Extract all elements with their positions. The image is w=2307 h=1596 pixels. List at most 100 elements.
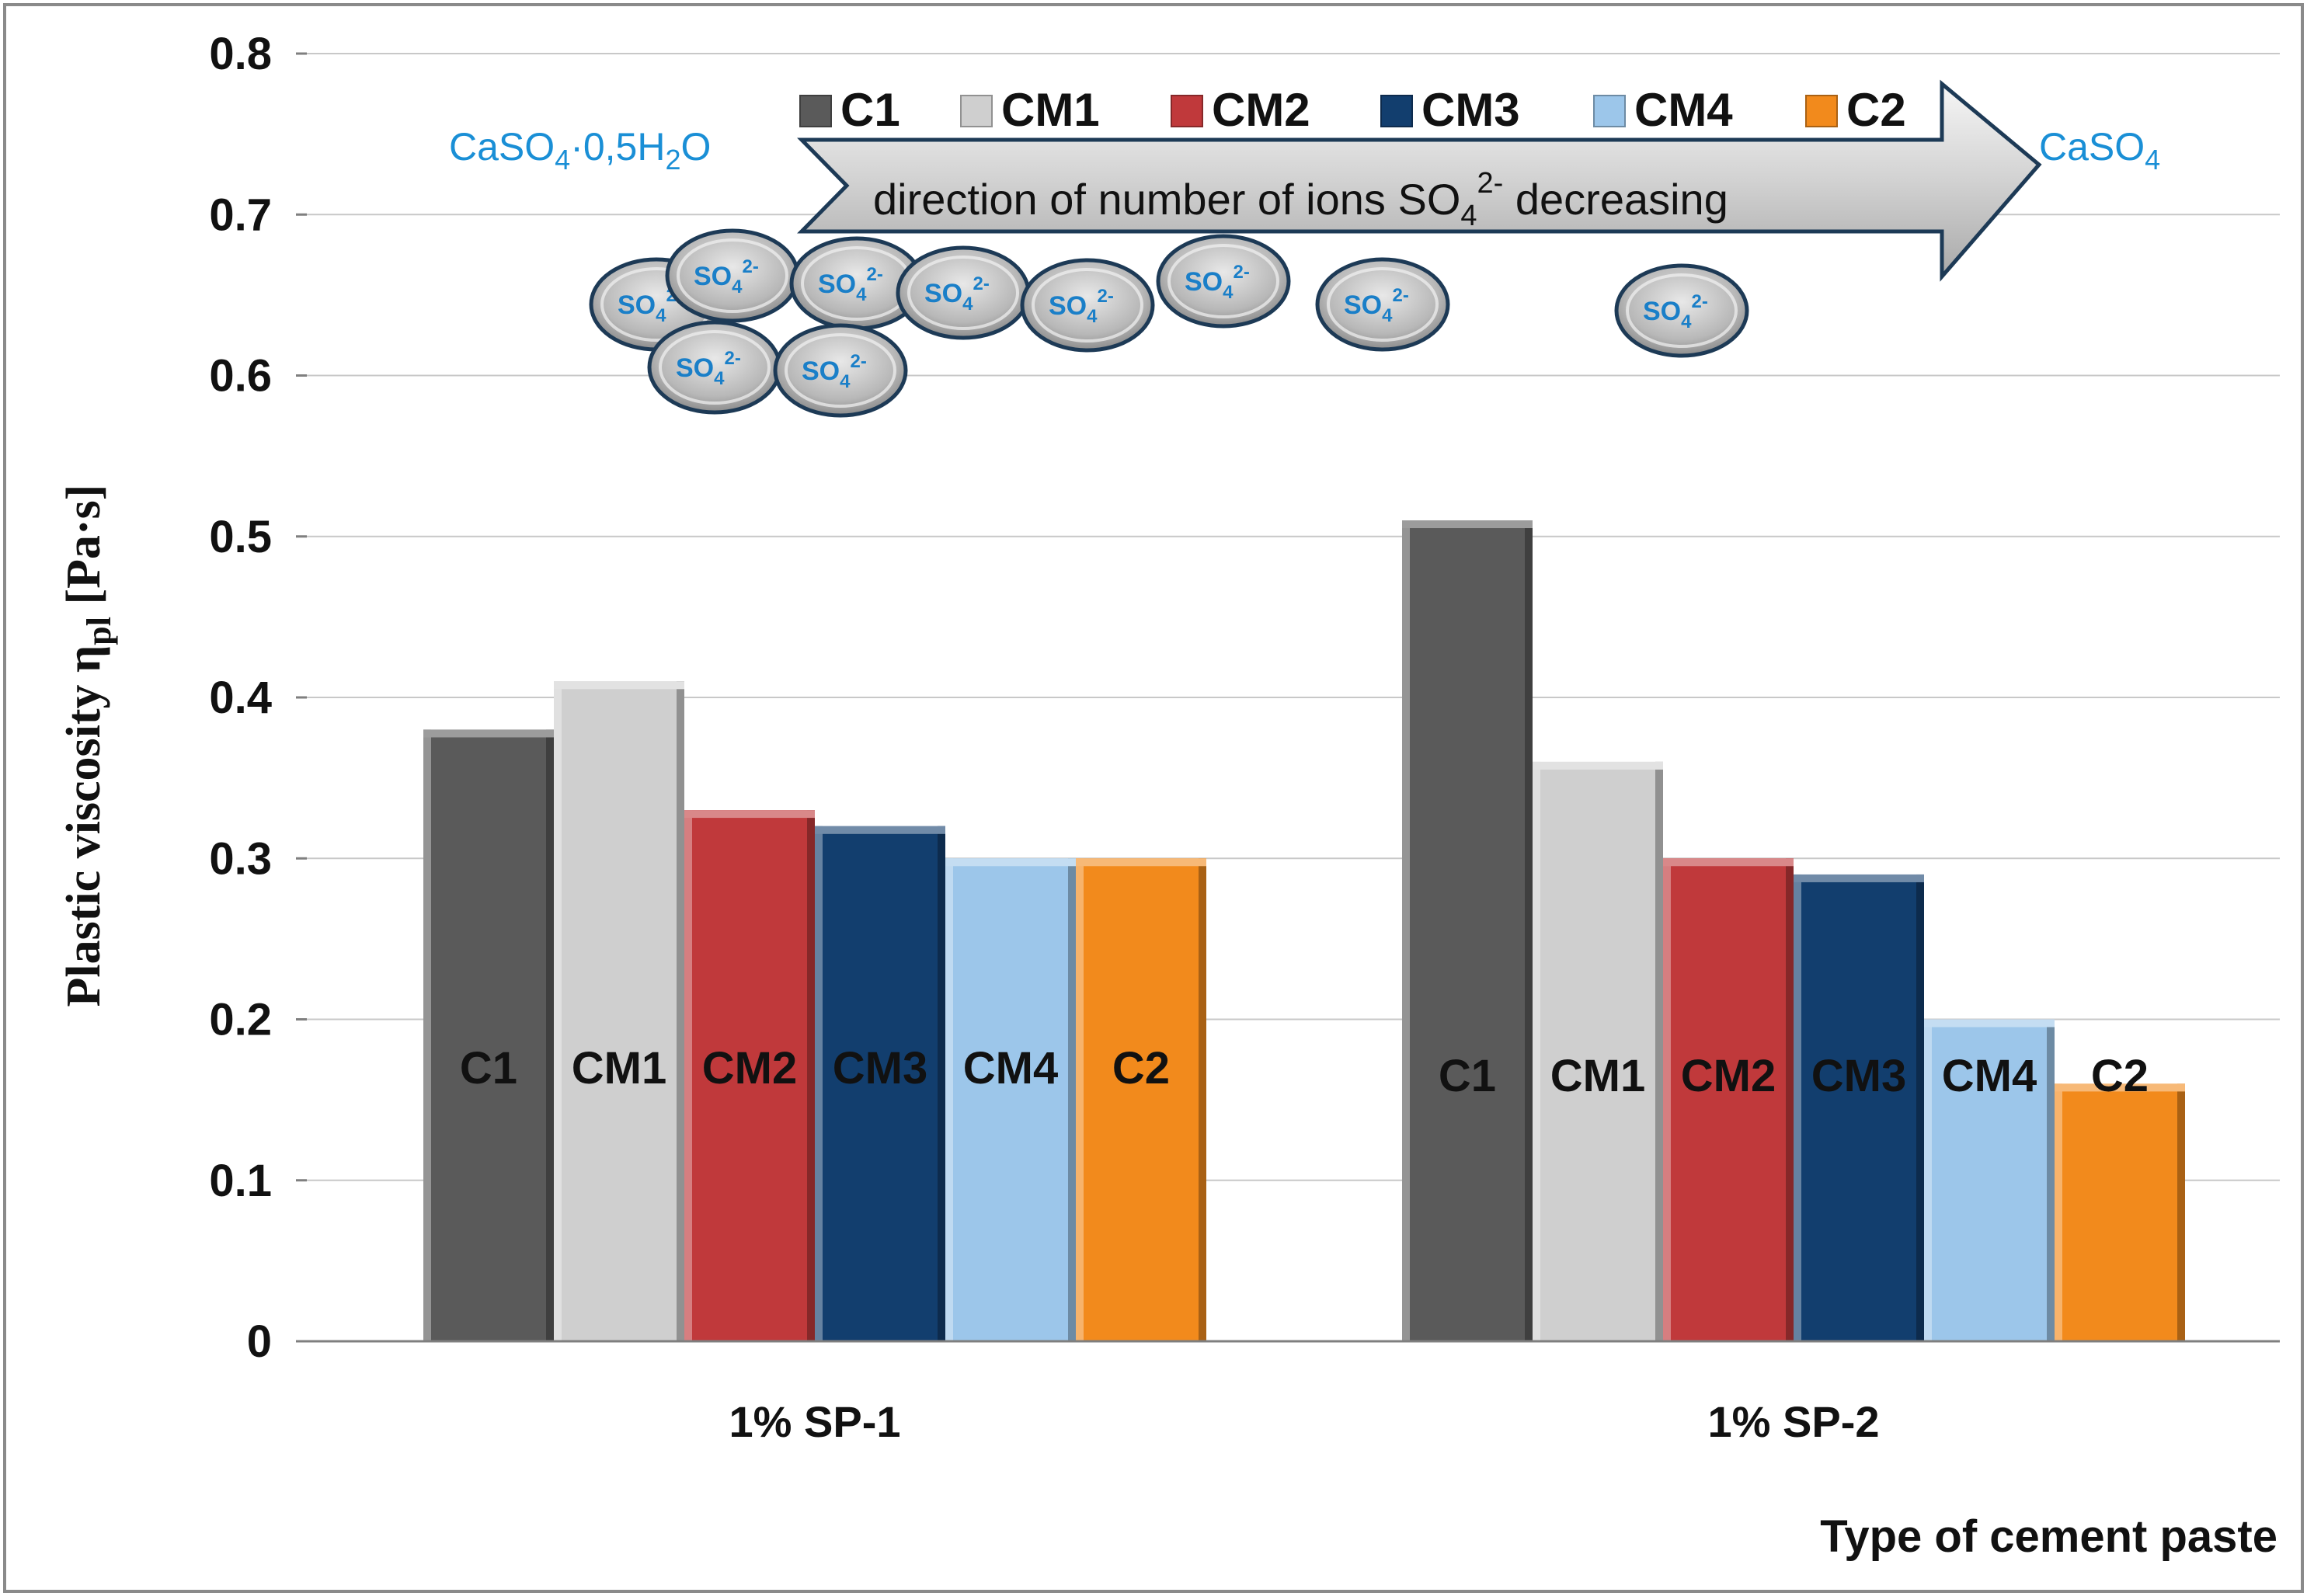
sulfate-ions: SO42- SO42- SO42- SO42- SO42- SO42- SO42- SO42-… xyxy=(589,228,1749,418)
y-axis-ticks: 0 0.1 0.2 0.3 0.4 0.5 0.6 0.7 0.8 xyxy=(209,29,307,1367)
bar-highlight xyxy=(1076,858,1084,1341)
bar-cm2-2 xyxy=(1663,858,1794,1341)
bar-shadow xyxy=(807,810,815,1341)
bar-cap xyxy=(1794,874,1924,882)
bar-c1-1 xyxy=(423,729,554,1341)
ion-bubble xyxy=(647,320,782,415)
legend-swatch xyxy=(1805,95,1838,127)
bar-cm4-2 xyxy=(1924,1019,2055,1341)
ion-bubble xyxy=(896,245,1031,340)
bar-shadow xyxy=(1199,858,1206,1341)
bar-cap xyxy=(1924,1019,2055,1027)
bar-body xyxy=(1924,1019,2055,1341)
x-category-label: 1% SP-2 xyxy=(1708,1397,1880,1446)
bars xyxy=(423,520,2185,1341)
bar-labels: C1 CM1 CM2 CM3 CM4 C2 C1 CM1 CM2 CM3 CM4 C2 xyxy=(460,1043,2149,1101)
legend-item-cm2: CM2 xyxy=(1171,84,1310,136)
bar-data-label: C1 xyxy=(460,1043,517,1094)
ion-ring xyxy=(1327,267,1439,342)
ion-ring xyxy=(677,238,788,313)
legend-item-cm3: CM3 xyxy=(1380,84,1520,136)
bar-body xyxy=(554,681,684,1341)
bar-data-label: CM4 xyxy=(963,1043,1058,1094)
bar-data-label: C2 xyxy=(1112,1043,1170,1094)
bar-data-label: C2 xyxy=(2091,1051,2149,1101)
legend-swatch xyxy=(799,95,832,127)
bar-body xyxy=(1402,520,1533,1341)
ion-ring xyxy=(785,333,896,408)
ion-label: SO42- xyxy=(676,348,741,389)
bar-cm3-1 xyxy=(815,826,945,1341)
bar-body xyxy=(423,729,554,1341)
bar-highlight xyxy=(554,681,562,1341)
sulfate-ion: SO42- xyxy=(1156,234,1291,329)
bar-shadow xyxy=(677,681,684,1341)
ion-label: SO42- xyxy=(694,256,759,297)
ion-label: SO42- xyxy=(1643,291,1708,332)
bar-c2-2 xyxy=(2055,1083,2185,1341)
legend-item-c1: C1 xyxy=(799,84,900,136)
bar-cm1-1 xyxy=(554,681,684,1341)
bar-shadow xyxy=(1786,858,1794,1341)
sulfate-ion: SO42- xyxy=(896,245,1031,340)
y-tick-label: 0.4 xyxy=(209,673,272,723)
bar-highlight xyxy=(945,858,953,1341)
bar-shadow xyxy=(938,826,945,1341)
y-tick-label: 0.5 xyxy=(209,512,272,562)
bar-cap xyxy=(423,729,554,738)
ion-label: SO42- xyxy=(818,264,883,305)
sulfate-ion: SO42- xyxy=(647,320,782,415)
legend-item-cm1: CM1 xyxy=(960,84,1100,136)
y-tick-label: 0.2 xyxy=(209,995,272,1045)
bar-body xyxy=(2055,1083,2185,1341)
legend-label: CM4 xyxy=(1634,84,1733,136)
bar-cap xyxy=(554,681,684,690)
bar-data-label: CM3 xyxy=(1811,1051,1906,1101)
ion-ring xyxy=(1167,244,1279,318)
bar-shadow xyxy=(2047,1019,2055,1341)
bar-shadow xyxy=(2177,1083,2185,1341)
bar-data-label: CM1 xyxy=(1550,1051,1645,1101)
y-tick-label: 0 xyxy=(247,1316,272,1367)
ion-ring xyxy=(1626,273,1738,348)
bar-highlight xyxy=(1663,858,1671,1341)
y-axis-title: Plastic viscosity ηpl [Pa·s] xyxy=(57,485,118,1007)
ion-bubble xyxy=(665,228,800,323)
ion-bubble xyxy=(1020,258,1155,353)
y-tick-label: 0.8 xyxy=(209,29,272,79)
ion-bubble xyxy=(773,323,908,418)
ion-label: SO42- xyxy=(1049,286,1114,327)
bar-cm1-2 xyxy=(1533,761,1663,1341)
bar-data-label: CM3 xyxy=(833,1043,927,1094)
ion-bubble xyxy=(1315,257,1450,352)
bar-body xyxy=(684,810,815,1341)
ion-bubble xyxy=(1614,263,1749,358)
bar-highlight xyxy=(684,810,692,1341)
ion-label: SO42- xyxy=(1344,285,1409,326)
bar-highlight xyxy=(1794,874,1801,1341)
legend-label: C1 xyxy=(840,84,900,136)
bar-shadow xyxy=(1525,520,1533,1341)
ion-label: SO42- xyxy=(924,273,990,315)
y-tick-label: 0.7 xyxy=(209,190,272,240)
ion-ring xyxy=(907,256,1019,330)
bar-cap xyxy=(945,858,1076,867)
bar-body xyxy=(1663,858,1794,1341)
ion-bubble xyxy=(1156,234,1291,329)
legend-label: CM3 xyxy=(1421,84,1520,136)
x-axis-categories: 1% SP-1 1% SP-2 xyxy=(729,1397,1880,1446)
bar-shadow xyxy=(1068,858,1076,1341)
legend-swatch xyxy=(960,95,993,127)
bar-cap xyxy=(2055,1083,2185,1092)
bar-highlight xyxy=(423,729,431,1341)
bar-c1-2 xyxy=(1402,520,1533,1341)
bar-data-label: C1 xyxy=(1439,1051,1496,1101)
legend-swatch xyxy=(1593,95,1626,127)
bar-highlight xyxy=(1402,520,1410,1341)
bar-shadow xyxy=(1655,761,1663,1341)
bar-cap xyxy=(815,826,945,834)
y-tick-label: 0.6 xyxy=(209,351,272,402)
bar-data-label: CM4 xyxy=(1942,1051,2037,1101)
